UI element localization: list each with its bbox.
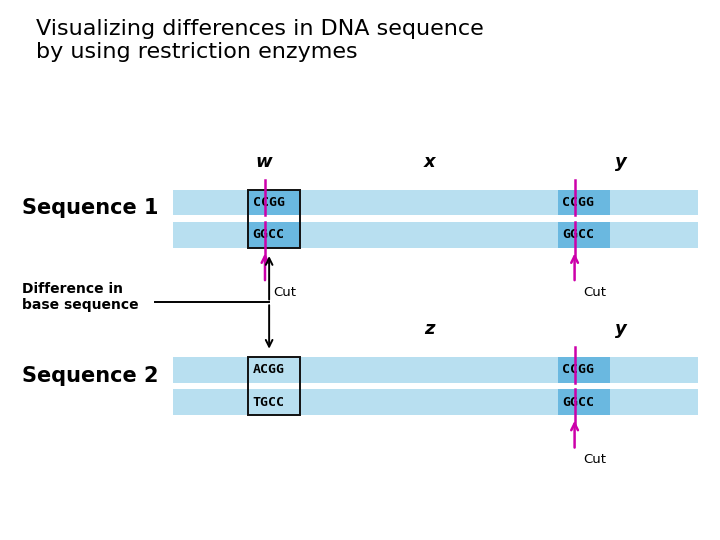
Bar [558,357,610,383]
Bar [173,222,698,248]
Text: ACGG: ACGG [253,363,284,376]
Text: CCGG: CCGG [562,363,594,376]
Text: Cut: Cut [274,286,297,299]
Bar [558,389,610,415]
Bar [248,190,300,215]
Bar [173,357,698,383]
Bar [558,222,610,248]
Text: z: z [424,320,434,338]
Text: CCGG: CCGG [562,196,594,209]
Text: CCGG: CCGG [253,196,284,209]
Text: Sequence 1: Sequence 1 [22,198,158,218]
Text: y: y [615,153,626,171]
Text: Visualizing differences in DNA sequence
by using restriction enzymes: Visualizing differences in DNA sequence … [36,19,484,62]
Bar [248,357,300,415]
Text: GGCC: GGCC [253,228,284,241]
Bar [248,190,300,248]
Text: w: w [256,153,272,171]
Text: Difference in
base sequence: Difference in base sequence [22,282,138,312]
Bar [173,389,698,415]
Text: GGCC: GGCC [562,228,594,241]
Text: x: x [423,153,435,171]
Text: GGCC: GGCC [562,396,594,409]
Text: TGCC: TGCC [253,396,284,409]
Bar [558,190,610,215]
Text: Sequence 2: Sequence 2 [22,366,158,386]
Bar [173,190,698,215]
Bar [248,222,300,248]
Text: Cut: Cut [583,286,606,299]
Text: y: y [615,320,626,338]
Text: Cut: Cut [583,453,606,466]
